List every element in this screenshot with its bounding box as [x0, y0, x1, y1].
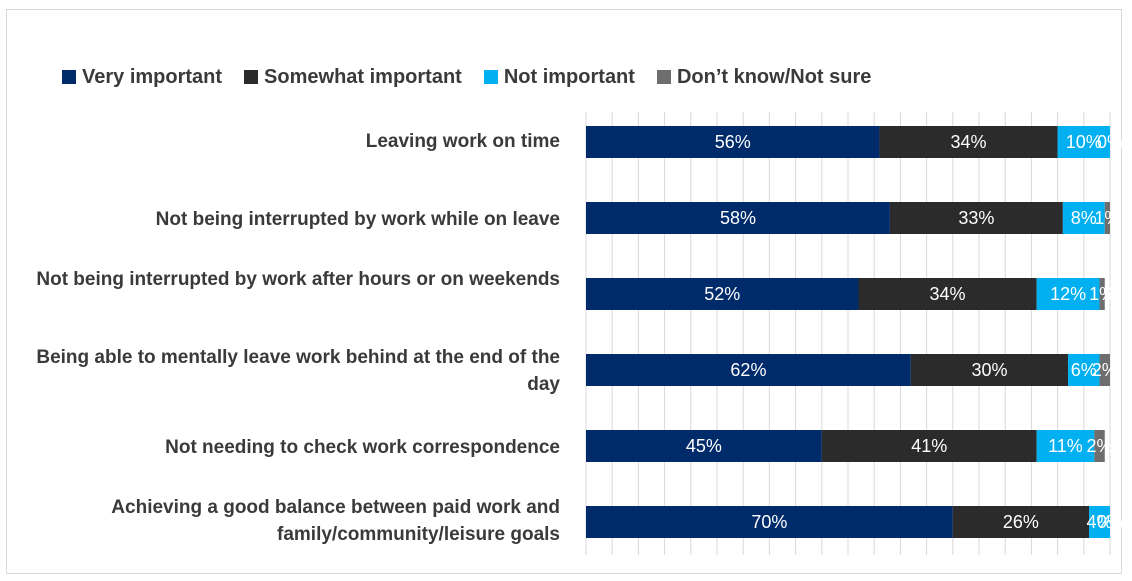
legend-label-not-important: Not important [503, 65, 635, 88]
data-label: 12% [1050, 284, 1086, 304]
bar-segment [889, 202, 1063, 234]
bar-segment [586, 202, 890, 234]
bar-segment [1094, 430, 1105, 462]
bar-segment [586, 126, 880, 158]
category-label: Not being interrupted by work while on l… [155, 209, 560, 230]
data-label: 62% [730, 360, 766, 380]
data-label: 45% [686, 436, 722, 456]
bar-segment [1099, 278, 1105, 310]
data-label: 70% [751, 512, 787, 532]
data-label: 8% [1071, 208, 1097, 228]
legend-label-somewhat-important: Somewhat important [264, 65, 462, 88]
data-label: 30% [971, 360, 1007, 380]
legend-swatch-dont-know [656, 70, 671, 84]
bar-segment [858, 278, 1037, 310]
data-label: 33% [958, 208, 994, 228]
category-label: Leaving work on time [365, 131, 560, 152]
bar-segment [1062, 202, 1105, 234]
bar-segment [586, 354, 911, 386]
bar-segment [586, 278, 859, 310]
legend-label-very-important: Very important [82, 65, 223, 88]
data-label: 52% [704, 284, 740, 304]
bar-segment [910, 354, 1069, 386]
bar-segment [821, 430, 1037, 462]
data-label: 2% [1092, 360, 1118, 380]
legend-swatch-not-important [483, 70, 498, 84]
legend-item-not-important: Not important [483, 65, 635, 89]
bar-segment [1068, 354, 1100, 386]
legend-item-somewhat-important: Somewhat important [244, 66, 462, 89]
data-label: 1% [1094, 208, 1120, 228]
data-label: 2% [1087, 436, 1113, 456]
data-label: 4% [1087, 512, 1113, 532]
bar-segment [879, 126, 1058, 158]
bar-segment [952, 506, 1090, 538]
legend-item-dont-know: Don’t know/Not sure [656, 65, 872, 89]
legend-swatch-somewhat-important [244, 70, 259, 84]
bar-segment [1036, 278, 1100, 310]
data-label: 56% [715, 132, 751, 152]
data-label: 34% [951, 132, 987, 152]
legend-swatch-very-important [62, 70, 76, 84]
category-label: Achieving a good balance between paid wo… [111, 497, 560, 545]
bar-segment [586, 506, 953, 538]
data-label: 11% [1048, 436, 1083, 456]
bar-segment [1089, 506, 1110, 538]
legend-item-very-important: Very important [62, 66, 222, 89]
category-label: Not being interrupted by work after hour… [36, 269, 560, 290]
data-label: 10% [1066, 132, 1102, 152]
data-label: 34% [930, 284, 966, 304]
bar-segment [1057, 126, 1110, 158]
legend-label-dont-know: Don’t know/Not sure [676, 65, 872, 88]
category-label: Being able to mentally leave work behind… [36, 347, 560, 395]
data-label: 58% [720, 208, 756, 228]
bar-segment [1104, 202, 1110, 234]
data-label: 6% [1071, 360, 1097, 380]
bar-segment [1099, 354, 1110, 386]
data-label: 0% [1097, 132, 1123, 152]
bar-segment [586, 430, 822, 462]
bar-segment [1036, 430, 1095, 462]
data-label: 26% [1003, 512, 1039, 532]
data-label: 1% [1089, 284, 1115, 304]
data-label: 0% [1097, 512, 1123, 532]
chart-legend: Very important Somewhat important Not im… [62, 62, 881, 92]
data-label: 41% [911, 436, 947, 456]
category-label: Not needing to check work correspondence [165, 437, 560, 458]
